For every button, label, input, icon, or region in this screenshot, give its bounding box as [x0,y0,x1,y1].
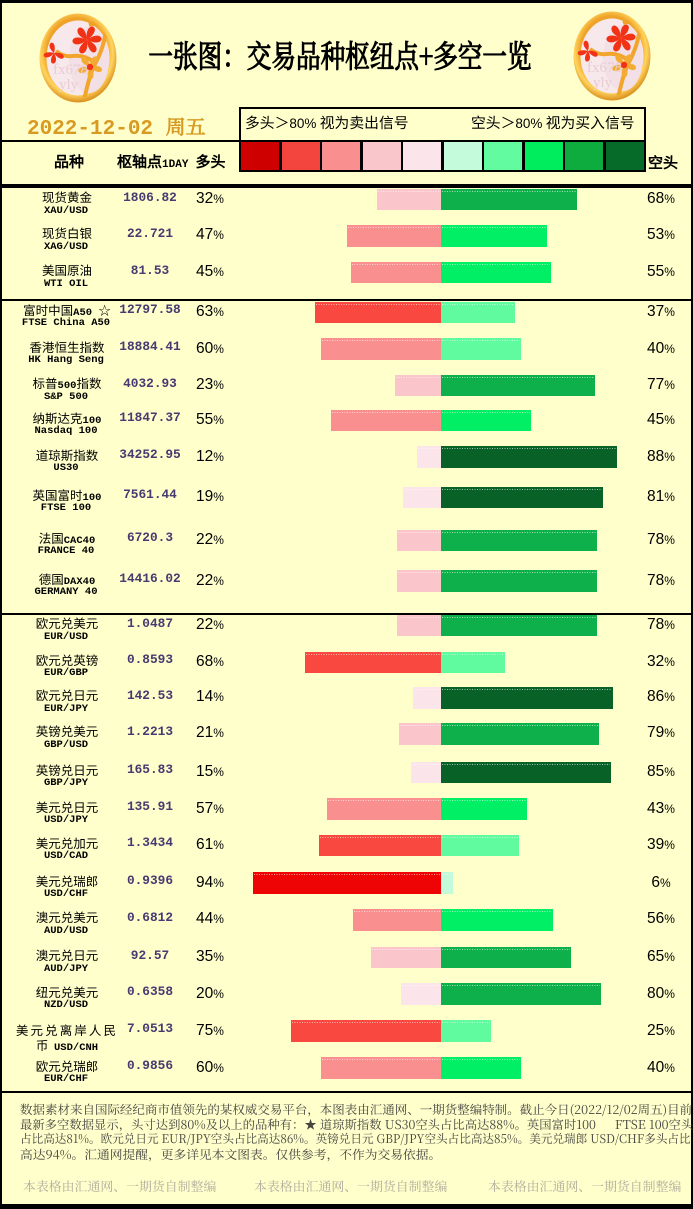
svg-text:fx678: fx678 [53,62,88,78]
svg-text:yly: yly [593,75,613,91]
svg-text:yly: yly [59,77,79,93]
svg-text:fx678: fx678 [587,60,622,76]
